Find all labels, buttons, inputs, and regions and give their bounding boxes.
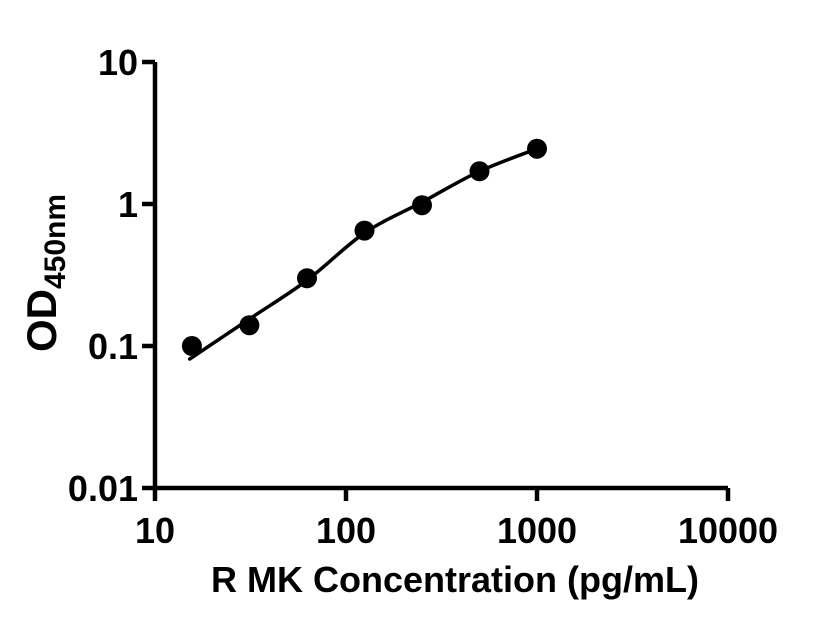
axis-ticks <box>142 59 731 501</box>
x-tick-label: 10000 <box>678 510 778 551</box>
data-point-marker <box>354 220 375 241</box>
data-points <box>181 138 547 356</box>
data-point-marker <box>412 195 432 216</box>
data-point-marker <box>527 138 547 159</box>
y-tick-label: 0.1 <box>88 326 138 367</box>
y-axis-title: OD450nm <box>18 194 72 352</box>
data-point-marker <box>297 268 317 289</box>
axes-spine <box>152 62 728 491</box>
x-axis-title: R MK Concentration (pg/mL) <box>211 559 699 600</box>
data-point-marker <box>181 336 202 356</box>
y-tick-label: 10 <box>98 42 138 83</box>
x-tick-label: 100 <box>316 510 376 551</box>
data-point-marker <box>239 315 260 336</box>
x-tick-label: 10 <box>135 510 175 551</box>
data-point-marker <box>469 161 490 182</box>
y-tick-label: 1 <box>118 184 138 225</box>
y-axis-title-main: OD <box>18 289 65 352</box>
y-axis-title-sub: 450nm <box>39 194 72 289</box>
y-tick-label: 0.01 <box>68 468 138 509</box>
x-tick-label: 1000 <box>497 510 577 551</box>
